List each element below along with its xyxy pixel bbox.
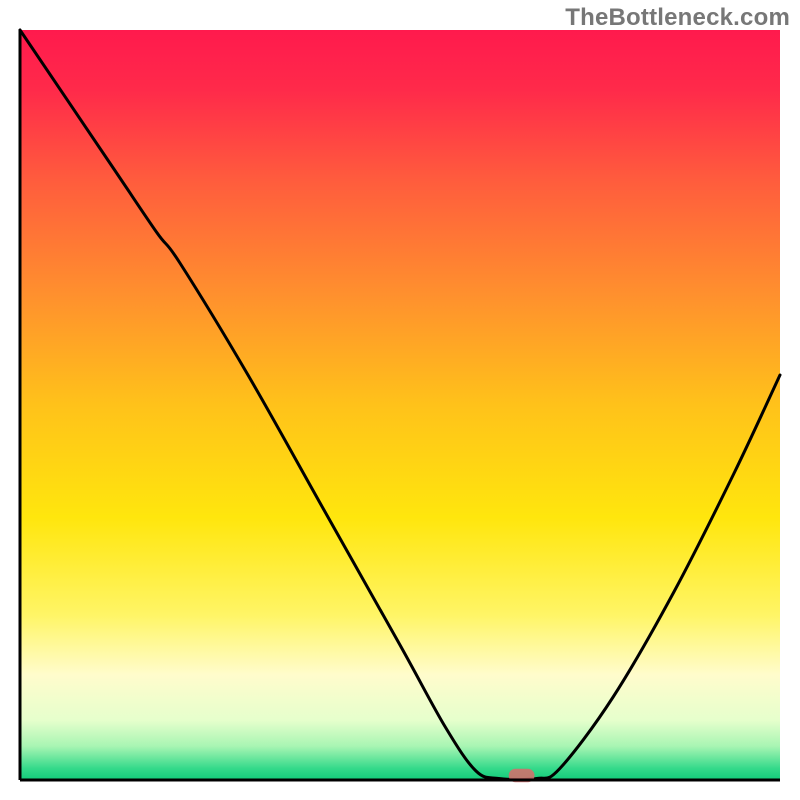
chart-svg bbox=[0, 0, 800, 800]
gradient-background bbox=[20, 30, 780, 780]
watermark-text: TheBottleneck.com bbox=[565, 4, 790, 32]
bottleneck-chart: TheBottleneck.com bbox=[0, 0, 800, 800]
